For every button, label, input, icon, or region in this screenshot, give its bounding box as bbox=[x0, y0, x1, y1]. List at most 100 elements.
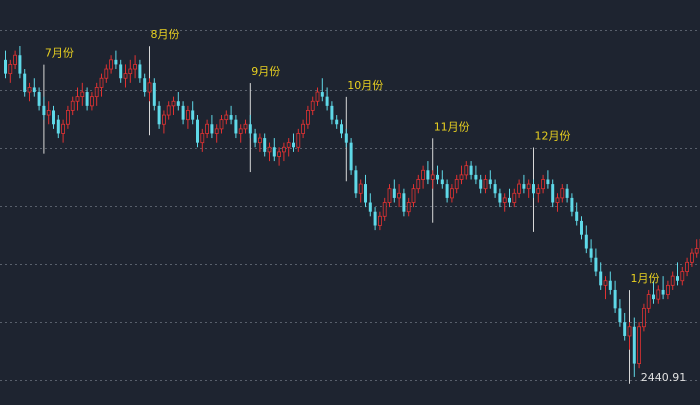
candle-body-99 bbox=[479, 179, 482, 188]
candle-body-85 bbox=[412, 189, 415, 203]
low-point-label: 2440.91 bbox=[641, 371, 687, 384]
candle-body-12 bbox=[62, 124, 65, 133]
candle-body-114 bbox=[551, 184, 554, 202]
candle-body-104 bbox=[503, 198, 506, 203]
candle-body-1 bbox=[9, 64, 12, 73]
candle-body-93 bbox=[450, 189, 453, 198]
candle-body-30 bbox=[148, 83, 151, 92]
candle-body-84 bbox=[407, 203, 410, 212]
month-label-6: 1月份 bbox=[631, 272, 660, 285]
candle-body-143 bbox=[690, 253, 693, 262]
candle-body-32 bbox=[158, 106, 161, 124]
candle-body-116 bbox=[561, 189, 564, 198]
candle-body-133 bbox=[642, 308, 645, 326]
candle-body-64 bbox=[311, 101, 314, 110]
candle-body-60 bbox=[292, 143, 295, 148]
candle-body-91 bbox=[441, 179, 444, 184]
candle-body-123 bbox=[594, 258, 597, 272]
candle-body-137 bbox=[662, 290, 665, 295]
candle-body-59 bbox=[287, 143, 290, 148]
candle-body-53 bbox=[258, 138, 261, 143]
month-label-5: 12月份 bbox=[535, 129, 571, 142]
candle-body-126 bbox=[609, 281, 612, 290]
candle-body-40 bbox=[196, 120, 199, 143]
candle-body-77 bbox=[374, 212, 377, 226]
candle-body-83 bbox=[402, 193, 405, 211]
candle-body-50 bbox=[244, 124, 247, 129]
candle-body-39 bbox=[191, 110, 194, 119]
candle-body-69 bbox=[335, 120, 338, 125]
candle-body-56 bbox=[273, 147, 276, 156]
candle-body-62 bbox=[302, 124, 305, 133]
candle-body-120 bbox=[580, 221, 583, 235]
candle-body-102 bbox=[494, 184, 497, 193]
candle-body-43 bbox=[210, 124, 213, 133]
candle-body-101 bbox=[489, 179, 492, 184]
candle-body-63 bbox=[306, 110, 309, 124]
candle-body-68 bbox=[330, 106, 333, 120]
candle-body-105 bbox=[508, 198, 511, 203]
candle-body-49 bbox=[239, 129, 242, 134]
candle-body-98 bbox=[474, 175, 477, 180]
candle-body-128 bbox=[618, 308, 621, 322]
candle-body-107 bbox=[518, 184, 521, 193]
month-label-4: 11月份 bbox=[434, 120, 470, 133]
candle-body-71 bbox=[345, 133, 348, 142]
candle-body-20 bbox=[100, 78, 103, 87]
candle-body-81 bbox=[393, 189, 396, 198]
candle-body-9 bbox=[47, 110, 50, 115]
candle-body-8 bbox=[42, 106, 45, 115]
candle-body-78 bbox=[378, 216, 381, 225]
candle-body-25 bbox=[124, 74, 127, 79]
candle-body-111 bbox=[537, 189, 540, 194]
candle-body-82 bbox=[398, 193, 401, 198]
candle-body-86 bbox=[417, 179, 420, 188]
candle-body-36 bbox=[177, 101, 180, 106]
candle-body-27 bbox=[134, 64, 137, 69]
candle-body-121 bbox=[585, 235, 588, 249]
candle-body-76 bbox=[369, 203, 372, 212]
candle-body-132 bbox=[638, 327, 641, 364]
candle-body-38 bbox=[186, 110, 189, 119]
candle-body-117 bbox=[566, 189, 569, 198]
candle-body-118 bbox=[570, 198, 573, 212]
candle-layer bbox=[4, 46, 700, 377]
candle-body-125 bbox=[604, 281, 607, 286]
month-label-2: 9月份 bbox=[251, 65, 280, 78]
candle-body-109 bbox=[527, 184, 530, 189]
candle-body-18 bbox=[90, 97, 93, 106]
candle-body-138 bbox=[666, 285, 669, 294]
candle-body-10 bbox=[52, 110, 55, 124]
candle-body-31 bbox=[153, 83, 156, 106]
candle-body-97 bbox=[470, 166, 473, 175]
candle-body-94 bbox=[455, 179, 458, 188]
candle-body-103 bbox=[498, 193, 501, 202]
candle-body-52 bbox=[254, 133, 257, 142]
candle-body-67 bbox=[326, 97, 329, 106]
candle-body-11 bbox=[57, 120, 60, 134]
candle-body-140 bbox=[676, 276, 679, 281]
candle-body-29 bbox=[143, 78, 146, 92]
candle-body-47 bbox=[230, 115, 233, 120]
candle-body-96 bbox=[465, 166, 468, 175]
candle-body-58 bbox=[282, 147, 285, 152]
candle-body-33 bbox=[162, 115, 165, 124]
candle-body-142 bbox=[686, 262, 689, 271]
month-label-1: 8月份 bbox=[151, 28, 180, 41]
candle-body-75 bbox=[364, 184, 367, 202]
candle-body-90 bbox=[436, 175, 439, 180]
candle-body-4 bbox=[23, 74, 26, 92]
candle-body-73 bbox=[354, 170, 357, 193]
candle-body-89 bbox=[431, 175, 434, 180]
candle-body-95 bbox=[460, 175, 463, 180]
candle-body-57 bbox=[278, 152, 281, 157]
candle-body-0 bbox=[4, 60, 7, 74]
candle-body-106 bbox=[513, 193, 516, 202]
candle-body-108 bbox=[522, 184, 525, 189]
candle-body-28 bbox=[138, 64, 141, 78]
candle-body-141 bbox=[681, 272, 684, 281]
candle-body-35 bbox=[172, 101, 175, 106]
month-label-3: 10月份 bbox=[347, 79, 383, 92]
